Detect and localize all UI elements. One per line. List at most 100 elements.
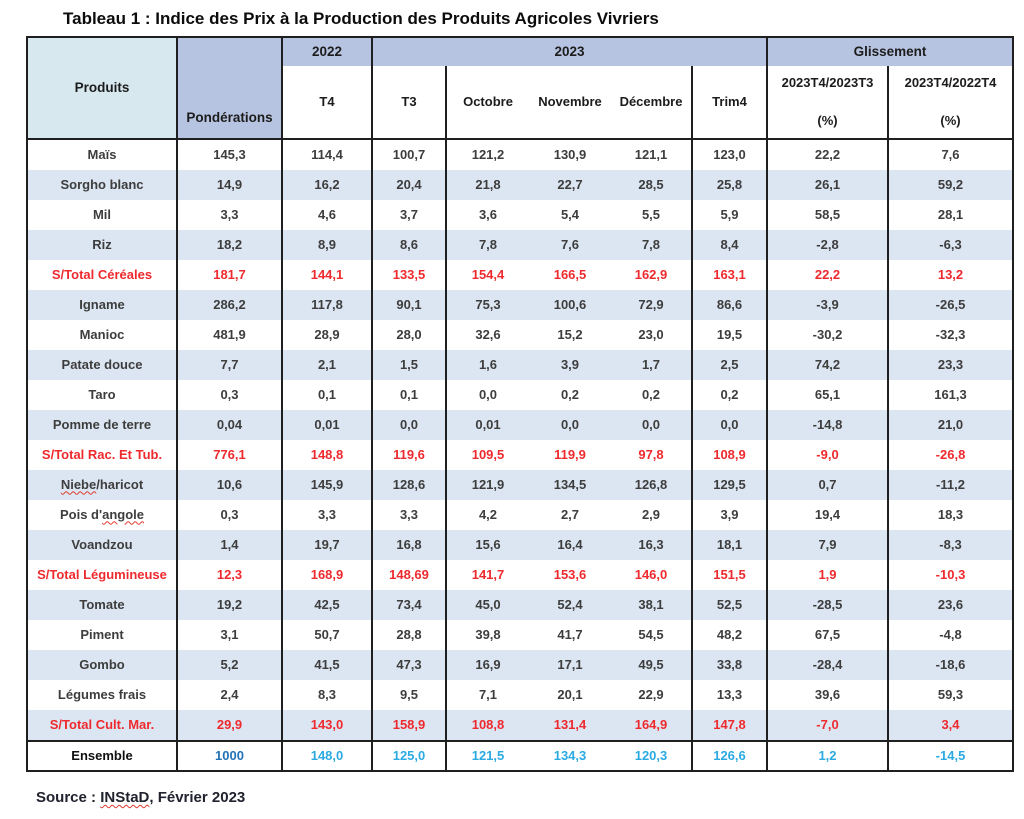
value-cell: 131,4 xyxy=(529,710,611,740)
value-cell: 52,4 xyxy=(529,590,611,620)
value-cell: 73,4 xyxy=(373,590,447,620)
col-header-t3: T3 xyxy=(373,66,447,140)
value-cell: 1000 xyxy=(178,740,283,770)
value-cell: 19,7 xyxy=(283,530,373,560)
value-cell: 164,9 xyxy=(611,710,693,740)
value-cell: 0,3 xyxy=(178,380,283,410)
band-header-2023: 2023 xyxy=(373,38,768,68)
value-cell: 145,3 xyxy=(178,140,283,170)
value-cell: 8,4 xyxy=(693,230,768,260)
row-label: Sorgho blanc xyxy=(28,170,178,200)
value-cell: 22,7 xyxy=(529,170,611,200)
value-cell: 0,2 xyxy=(560,386,580,402)
value-cell: 0,2 xyxy=(693,380,768,410)
value-cell: -11,2 xyxy=(889,470,1012,500)
col-header-ponderations: Pondérations xyxy=(178,38,283,140)
value-cell: 12,3 xyxy=(178,560,283,590)
glissement-t3-unit: (%) xyxy=(817,113,838,129)
value-cell: -4,8 xyxy=(939,626,962,642)
value-cell: 41,5 xyxy=(283,650,373,680)
value-cell: 9,5 xyxy=(373,680,447,710)
value-cell: 19,5 xyxy=(693,320,768,350)
value-cell: 148,8 xyxy=(283,440,373,470)
value-cell: -18,6 xyxy=(889,650,1012,680)
misspelled-word: angole xyxy=(102,506,144,522)
value-cell: -26,8 xyxy=(935,446,966,462)
value-cell: 20,1 xyxy=(557,686,583,702)
source-prefix: Source : xyxy=(36,789,101,806)
value-cell: 129,5 xyxy=(693,470,768,500)
value-cell: 3,7 xyxy=(373,200,447,230)
value-cell: 41,7 xyxy=(557,626,583,642)
value-cell: 47,3 xyxy=(373,650,447,680)
value-cell: 13,2 xyxy=(937,266,964,282)
col-header-produits: Produits xyxy=(28,38,178,140)
value-cell: 0,0 xyxy=(693,410,768,440)
col-header-decembre: Décembre xyxy=(611,66,693,140)
row-label: Pois d' angole xyxy=(28,500,178,530)
value-cell: 168,9 xyxy=(283,560,373,590)
value-cell: 22,2 xyxy=(768,140,889,170)
row-label: Piment xyxy=(28,620,178,650)
value-cell: 39,8 xyxy=(475,626,501,642)
value-cell: 72,9 xyxy=(611,290,693,320)
value-cell: -26,5 xyxy=(889,290,1012,320)
value-cell: 3,6 xyxy=(478,206,498,222)
value-cell: 8,9 xyxy=(283,230,373,260)
value-cell: 181,7 xyxy=(178,260,283,290)
value-cell: 74,2 xyxy=(768,350,889,380)
col-header-glissement-t4: 2023T4/2022T4 (%) xyxy=(889,66,1012,140)
row-label: Niebe/haricot xyxy=(28,470,178,500)
value-cell: 148,69 xyxy=(373,560,447,590)
value-cell: 3,3 xyxy=(178,200,283,230)
value-cell: 163,1 xyxy=(693,260,768,290)
value-cell: 58,5 xyxy=(768,200,889,230)
value-cell: 28,8 xyxy=(373,620,447,650)
row-label: Maïs xyxy=(28,140,178,170)
value-cell: 108,8 xyxy=(447,710,529,740)
band-header-glissement: Glissement xyxy=(768,38,1012,68)
value-cell: 147,8 xyxy=(693,710,768,740)
value-cell: 18,2 xyxy=(178,230,283,260)
value-cell: 134,3 xyxy=(529,740,611,770)
value-cell: 2,7 xyxy=(560,506,580,522)
value-cell: 130,9 xyxy=(553,146,587,162)
value-cell: 3,9 xyxy=(529,350,611,380)
value-cell: 148,0 xyxy=(283,740,373,770)
value-cell: 45,0 xyxy=(447,590,529,620)
value-cell: 481,9 xyxy=(178,320,283,350)
value-cell: 100,7 xyxy=(373,140,447,170)
value-cell: 50,7 xyxy=(283,620,373,650)
value-cell: 1,5 xyxy=(373,350,447,380)
value-cell: 0,0 xyxy=(478,386,498,402)
source-org: INStaD xyxy=(100,789,150,806)
value-cell: 14,9 xyxy=(178,170,283,200)
value-cell: 65,1 xyxy=(768,380,889,410)
value-cell: 5,9 xyxy=(693,200,768,230)
value-cell: -32,3 xyxy=(935,326,966,342)
value-cell: 28,1 xyxy=(937,206,964,222)
value-cell: 7,8 xyxy=(611,230,693,260)
value-cell: 59,3 xyxy=(937,686,964,702)
value-cell: 39,6 xyxy=(768,680,889,710)
value-cell: 0,7 xyxy=(768,470,889,500)
value-cell: 5,2 xyxy=(178,650,283,680)
col-header-novembre: Novembre xyxy=(529,66,611,140)
row-label: Igname xyxy=(28,290,178,320)
value-cell: 2,5 xyxy=(693,350,768,380)
glissement-t4-label: 2023T4/2022T4 xyxy=(904,75,997,90)
value-cell: 0,01 xyxy=(447,410,529,440)
value-cell: -6,3 xyxy=(889,230,1012,260)
value-cell: 33,8 xyxy=(693,650,768,680)
value-cell: 16,2 xyxy=(283,170,373,200)
value-cell: 0,1 xyxy=(373,380,447,410)
value-cell: 10,6 xyxy=(178,470,283,500)
value-cell: 0,3 xyxy=(178,500,283,530)
value-cell: 21,0 xyxy=(889,410,1012,440)
value-cell: -30,2 xyxy=(768,320,889,350)
value-cell: 123,0 xyxy=(693,140,768,170)
value-cell: 20,4 xyxy=(373,170,447,200)
value-cell: 162,9 xyxy=(611,260,693,290)
value-cell: 154,4 xyxy=(471,266,505,282)
row-label: S/Total Rac. Et Tub. xyxy=(28,440,178,470)
